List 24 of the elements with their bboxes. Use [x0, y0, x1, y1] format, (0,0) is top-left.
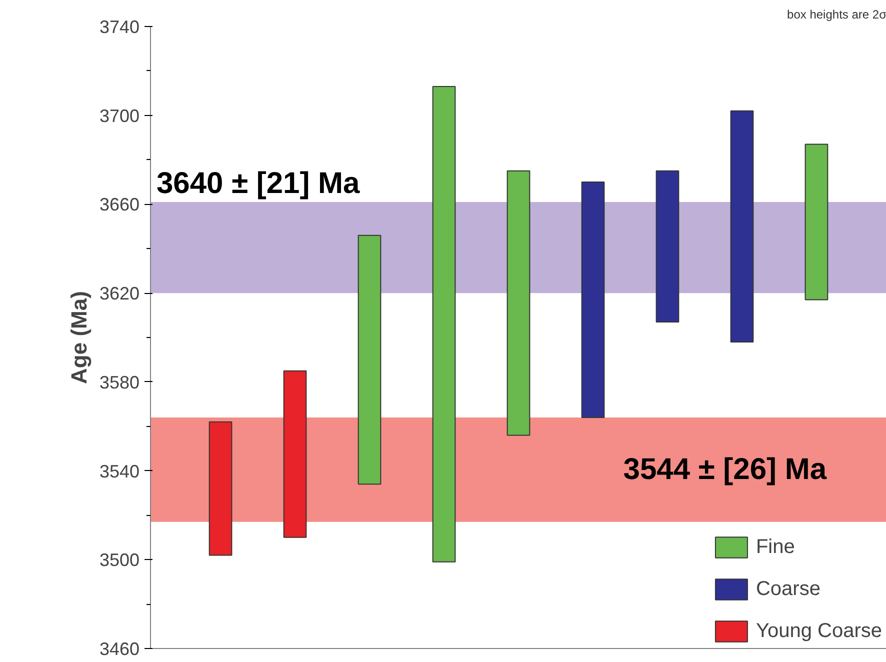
legend-label: Young Coarse	[756, 620, 882, 642]
y-tick-label: 3540	[99, 461, 140, 482]
bar	[506, 170, 530, 436]
bar	[730, 110, 754, 342]
bar	[208, 421, 232, 556]
y-axis-title: Age (Ma)	[66, 291, 92, 384]
y-tick-label: 3700	[99, 106, 140, 126]
band-label: 3640 ± [21] Ma	[156, 166, 360, 200]
bar	[358, 234, 382, 485]
y-tick-label: 3500	[99, 550, 140, 570]
bar	[432, 86, 456, 562]
bar	[581, 182, 605, 418]
legend-label: Fine	[756, 536, 795, 558]
y-tick-label: 3620	[99, 284, 140, 304]
y-tick-label: 3740	[99, 17, 140, 37]
text: box heights are 2σ	[787, 8, 886, 22]
y-tick-label: 3580	[99, 372, 140, 392]
bar	[804, 144, 828, 300]
bar	[656, 170, 680, 322]
band-label: 3544 ± [26] Ma	[623, 453, 827, 486]
y-tick-label: 3660	[99, 194, 140, 215]
legend-label: Coarse	[756, 578, 820, 600]
y-tick-label: 3460	[99, 639, 140, 659]
bar	[283, 370, 307, 538]
